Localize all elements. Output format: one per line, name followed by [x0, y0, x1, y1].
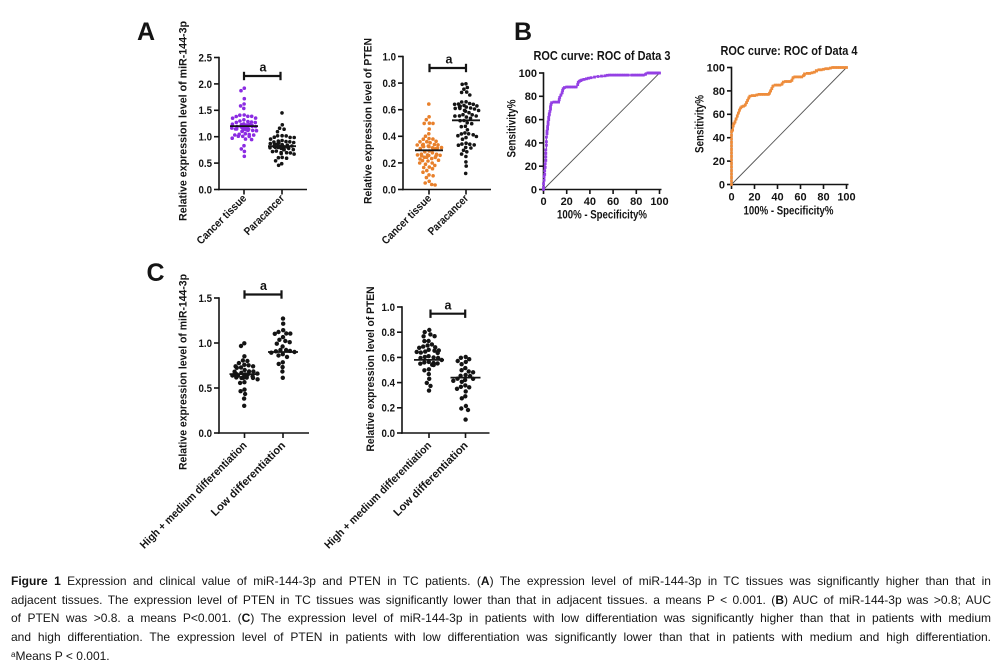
svg-text:C: C: [147, 259, 165, 287]
svg-text:Low differentiation: Low differentiation: [391, 439, 470, 518]
svg-text:0.0: 0.0: [382, 428, 396, 440]
svg-text:0.4: 0.4: [382, 378, 396, 390]
svg-text:100: 100: [707, 62, 725, 74]
svg-text:1.0: 1.0: [199, 132, 213, 144]
svg-text:0.6: 0.6: [383, 105, 397, 117]
svg-text:Relative expression level of P: Relative expression level of PTEN: [363, 38, 375, 204]
svg-text:20: 20: [748, 192, 760, 204]
svg-text:Sensitivity%: Sensitivity%: [695, 95, 707, 153]
svg-text:0.0: 0.0: [383, 184, 397, 196]
svg-text:0.0: 0.0: [199, 184, 213, 196]
svg-text:100: 100: [837, 192, 855, 204]
svg-text:20: 20: [713, 156, 725, 168]
svg-text:0.8: 0.8: [383, 78, 397, 90]
svg-text:0: 0: [531, 184, 537, 196]
svg-text:0.4: 0.4: [383, 131, 397, 143]
svg-text:Cancer tissue: Cancer tissue: [380, 193, 434, 247]
svg-text:1.0: 1.0: [383, 51, 397, 63]
svg-text:Relative expression level of m: Relative expression level of miR-144-3p: [178, 21, 190, 221]
svg-text:0: 0: [540, 196, 546, 208]
svg-text:60: 60: [607, 196, 619, 208]
svg-text:A: A: [137, 18, 155, 46]
svg-text:0.5: 0.5: [199, 158, 213, 170]
svg-text:0: 0: [719, 179, 725, 191]
svg-text:60: 60: [713, 109, 725, 121]
svg-text:Paracancer: Paracancer: [242, 192, 288, 238]
svg-text:60: 60: [794, 192, 806, 204]
svg-text:0.6: 0.6: [382, 352, 396, 364]
svg-text:Relative expression level of P: Relative expression level of PTEN: [365, 286, 377, 451]
svg-text:a: a: [446, 53, 454, 67]
svg-text:0.2: 0.2: [382, 403, 396, 415]
svg-text:40: 40: [525, 138, 537, 150]
svg-text:60: 60: [525, 115, 537, 127]
svg-text:1.5: 1.5: [199, 293, 213, 305]
svg-text:40: 40: [771, 192, 783, 204]
svg-text:0.2: 0.2: [383, 158, 397, 170]
svg-text:Cancer tissue: Cancer tissue: [195, 193, 249, 247]
svg-text:ROC curve: ROC of Data 4: ROC curve: ROC of Data 4: [721, 44, 858, 58]
svg-text:40: 40: [713, 133, 725, 145]
svg-text:80: 80: [713, 86, 725, 98]
svg-text:80: 80: [630, 196, 642, 208]
svg-text:0.5: 0.5: [199, 383, 213, 395]
svg-text:1.5: 1.5: [199, 105, 213, 117]
svg-text:0.8: 0.8: [382, 327, 396, 339]
svg-text:20: 20: [525, 161, 537, 173]
svg-text:40: 40: [584, 196, 596, 208]
svg-text:20: 20: [561, 196, 573, 208]
svg-text:0.0: 0.0: [199, 428, 213, 440]
svg-text:2.0: 2.0: [199, 79, 213, 91]
svg-text:Relative expression level of m: Relative expression level of miR-144-3p: [178, 274, 190, 470]
svg-text:100% - Specificity%: 100% - Specificity%: [744, 206, 834, 218]
svg-text:100% - Specificity%: 100% - Specificity%: [557, 210, 647, 222]
svg-text:a: a: [260, 61, 268, 75]
svg-text:ROC curve: ROC of Data 3: ROC curve: ROC of Data 3: [534, 49, 671, 63]
svg-text:100: 100: [650, 196, 668, 208]
svg-text:80: 80: [525, 91, 537, 103]
svg-text:1.0: 1.0: [382, 302, 396, 314]
svg-text:Sensitivity%: Sensitivity%: [507, 100, 519, 158]
svg-text:2.5: 2.5: [199, 52, 213, 64]
svg-text:1.0: 1.0: [199, 338, 213, 350]
svg-text:B: B: [514, 18, 532, 46]
svg-text:0: 0: [728, 192, 734, 204]
svg-text:80: 80: [817, 192, 829, 204]
svg-text:Paracancer: Paracancer: [426, 192, 472, 238]
svg-text:100: 100: [519, 68, 537, 80]
svg-text:a: a: [445, 299, 453, 313]
svg-text:a: a: [260, 279, 268, 293]
svg-text:Low differentiation: Low differentiation: [209, 439, 288, 518]
